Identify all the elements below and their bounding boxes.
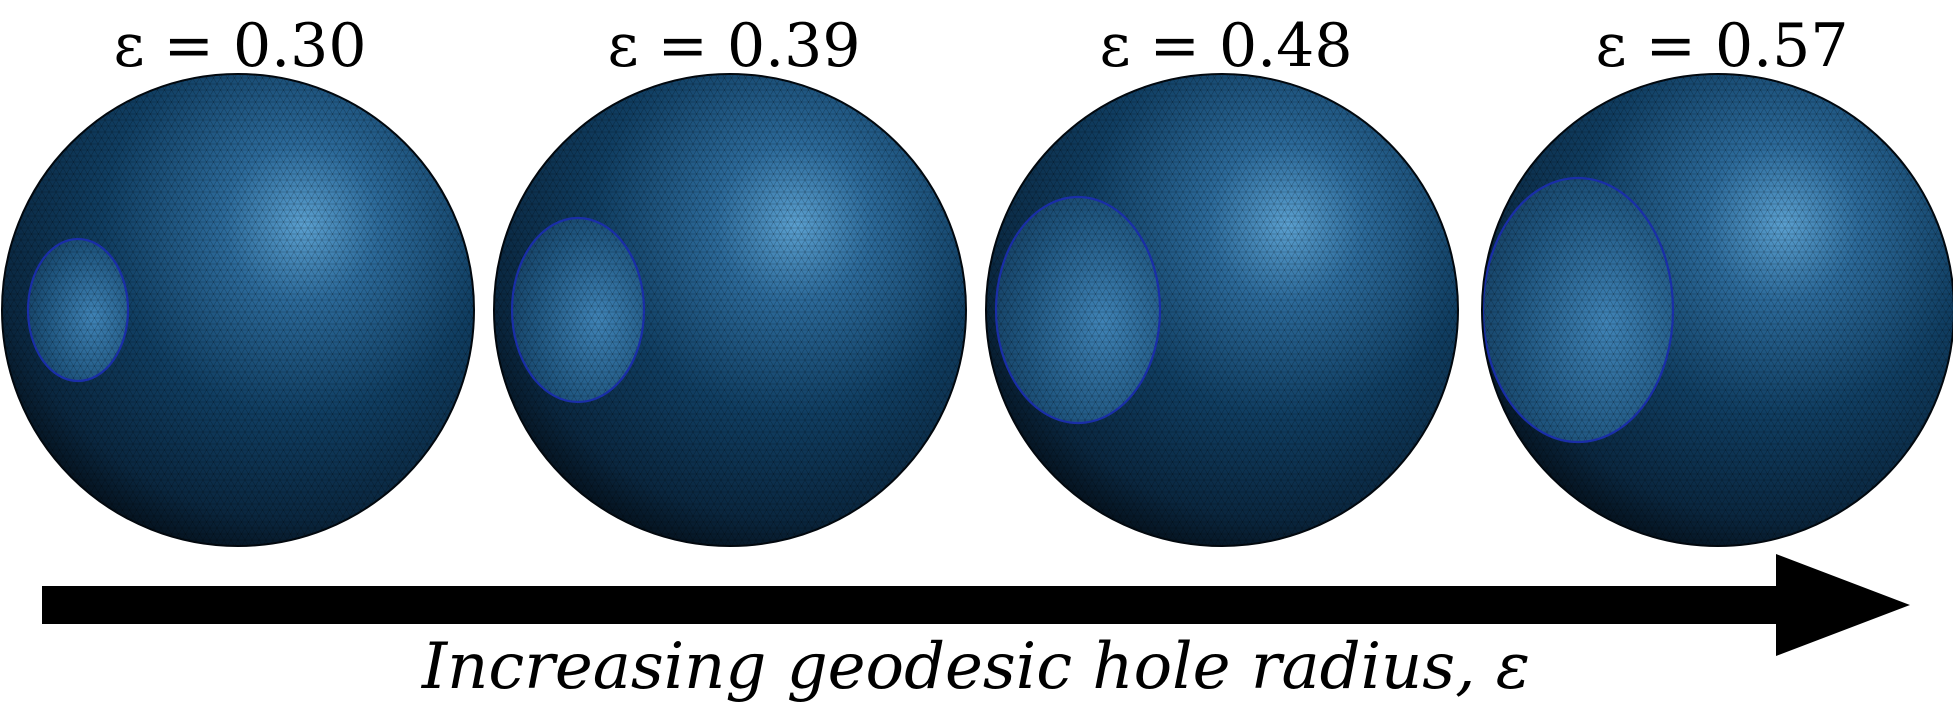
epsilon-label: ε = 0.48	[1099, 11, 1352, 81]
hole-rim	[510, 216, 646, 404]
sphere-outline	[493, 73, 967, 547]
sphere-panel-4: ε = 0.57	[1481, 11, 1953, 547]
epsilon-label: ε = 0.39	[607, 11, 860, 81]
sphere-panels: ε = 0.30 ε = 0.39 ε = 0.48 ε = 0.57	[1, 11, 1953, 547]
sphere-outline	[1, 73, 475, 547]
direction-arrow	[42, 554, 1910, 656]
hole-mesh	[28, 239, 128, 381]
hole-mesh	[1483, 178, 1673, 442]
arrow-shape	[42, 554, 1910, 656]
hole-rim	[26, 237, 130, 383]
sphere-mesh	[494, 74, 966, 546]
hole-rim	[994, 195, 1162, 425]
sphere-panel-2: ε = 0.39	[493, 11, 967, 547]
sphere-panel-1: ε = 0.30	[1, 11, 475, 547]
hole-mesh	[996, 197, 1160, 423]
sphere-outline	[985, 73, 1459, 547]
epsilon-label: ε = 0.57	[1595, 11, 1848, 81]
sphere-mesh	[986, 74, 1458, 546]
caption: Increasing geodesic hole radius, ε	[421, 630, 1530, 704]
sphere-outline	[1481, 73, 1953, 547]
hole-mesh	[512, 218, 644, 402]
sphere-panel-3: ε = 0.48	[985, 11, 1459, 547]
sphere-mesh	[2, 74, 474, 546]
epsilon-label: ε = 0.30	[113, 11, 366, 81]
